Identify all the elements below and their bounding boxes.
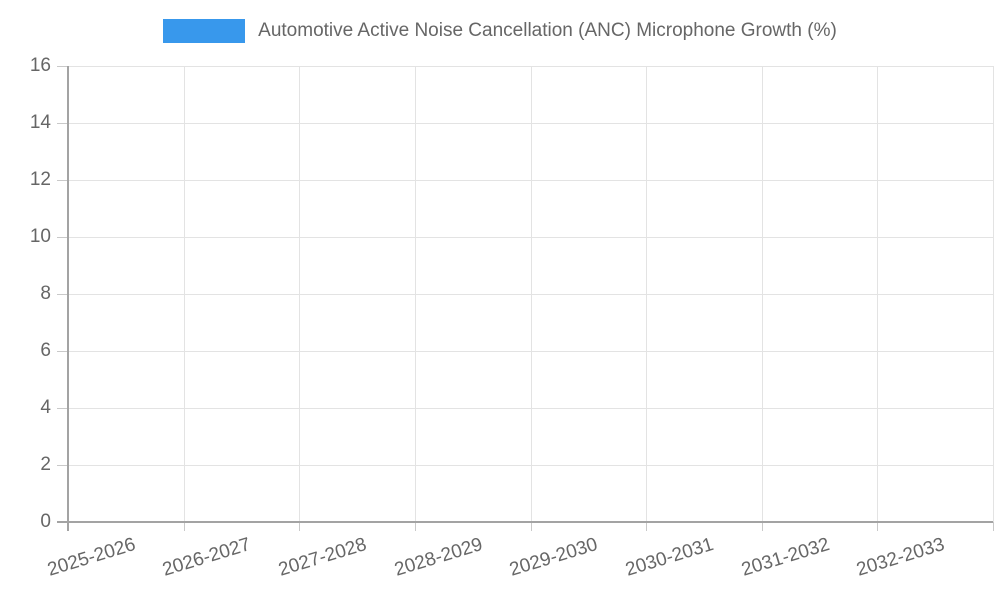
y-gridline [68, 123, 993, 124]
x-axis-tick-label: 2027-2028 [276, 534, 370, 581]
x-axis-tick-label: 2029-2030 [507, 534, 601, 581]
legend-label: Automotive Active Noise Cancellation (AN… [258, 20, 837, 41]
x-tick-mark [877, 522, 878, 531]
x-gridline [531, 66, 532, 522]
y-axis-tick-label: 10 [29, 226, 51, 247]
y-axis-tick-label: 6 [40, 340, 51, 361]
x-axis-tick-label: 2032-2033 [854, 534, 948, 581]
x-axis-tick-label: 2030-2031 [623, 534, 717, 581]
y-axis-tick-label: 2 [40, 454, 51, 475]
chart-legend[interactable]: Automotive Active Noise Cancellation (AN… [0, 14, 1000, 48]
y-gridline [68, 408, 993, 409]
x-tick-mark [415, 522, 416, 531]
x-axis-tick-label: 2028-2029 [392, 534, 486, 581]
x-gridline [184, 66, 185, 522]
y-tick-mark [57, 123, 68, 124]
x-tick-mark [299, 522, 300, 531]
x-tick-mark [646, 522, 647, 531]
bar-value-label: 15.09 [447, 296, 499, 318]
y-tick-mark [57, 408, 68, 409]
bar-value-label: 15.13 [215, 295, 267, 317]
x-tick-mark [762, 522, 763, 531]
y-axis-tick-label: 12 [29, 169, 51, 190]
x-gridline [762, 66, 763, 522]
y-gridline [68, 180, 993, 181]
y-axis-tick-label: 14 [29, 112, 51, 133]
y-gridline [68, 237, 993, 238]
y-tick-mark [57, 294, 68, 295]
bar-value-label: 15 [923, 297, 947, 319]
x-gridline [993, 66, 994, 522]
x-gridline [299, 66, 300, 522]
y-gridline [68, 66, 993, 67]
bar-value-label: 15.12 [331, 296, 383, 318]
bar-value-label: 15 [114, 297, 138, 319]
y-axis-tick-label: 0 [40, 511, 51, 532]
x-tick-mark [531, 522, 532, 531]
x-gridline [415, 66, 416, 522]
y-tick-mark [57, 237, 68, 238]
x-tick-mark [993, 522, 994, 531]
x-axis-tick-label: 2025-2026 [45, 534, 139, 581]
x-gridline [877, 66, 878, 522]
legend-swatch-icon [163, 19, 246, 43]
x-axis-line [57, 521, 993, 523]
bar-value-label: 15 [576, 297, 600, 319]
y-axis-tick-label: 4 [40, 397, 51, 418]
x-tick-mark [184, 522, 185, 531]
y-tick-mark [57, 351, 68, 352]
bar-value-label: 15 [808, 297, 832, 319]
y-gridline [68, 351, 993, 352]
y-gridline [68, 465, 993, 466]
x-gridline [646, 66, 647, 522]
y-axis-tick-label: 16 [29, 55, 51, 76]
y-axis-line [67, 66, 69, 531]
y-tick-mark [57, 66, 68, 67]
y-axis-tick-label: 8 [40, 283, 51, 304]
x-axis-tick-label: 2031-2032 [739, 534, 833, 581]
y-gridline [68, 294, 993, 295]
y-tick-mark [57, 180, 68, 181]
x-axis-tick-label: 2026-2027 [160, 534, 254, 581]
bar-value-label: 15 [692, 297, 716, 319]
y-tick-mark [57, 465, 68, 466]
